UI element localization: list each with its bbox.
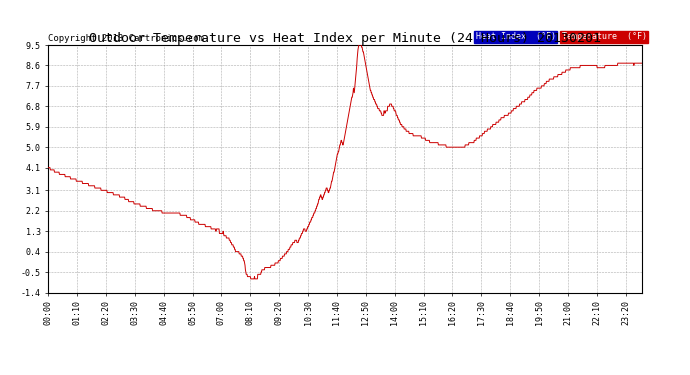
Text: Temperature  (°F): Temperature (°F) bbox=[562, 32, 647, 41]
Text: Heat Index  (°F): Heat Index (°F) bbox=[475, 32, 555, 41]
Text: Copyright 2013 Cartronics.com: Copyright 2013 Cartronics.com bbox=[48, 33, 204, 42]
Title: Outdoor Temperature vs Heat Index per Minute (24 Hours) 20130201: Outdoor Temperature vs Heat Index per Mi… bbox=[89, 32, 601, 45]
